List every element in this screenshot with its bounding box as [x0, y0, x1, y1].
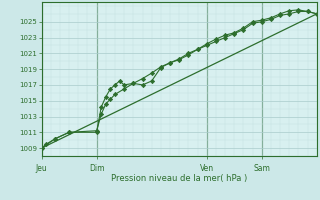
- X-axis label: Pression niveau de la mer( hPa ): Pression niveau de la mer( hPa ): [111, 174, 247, 183]
